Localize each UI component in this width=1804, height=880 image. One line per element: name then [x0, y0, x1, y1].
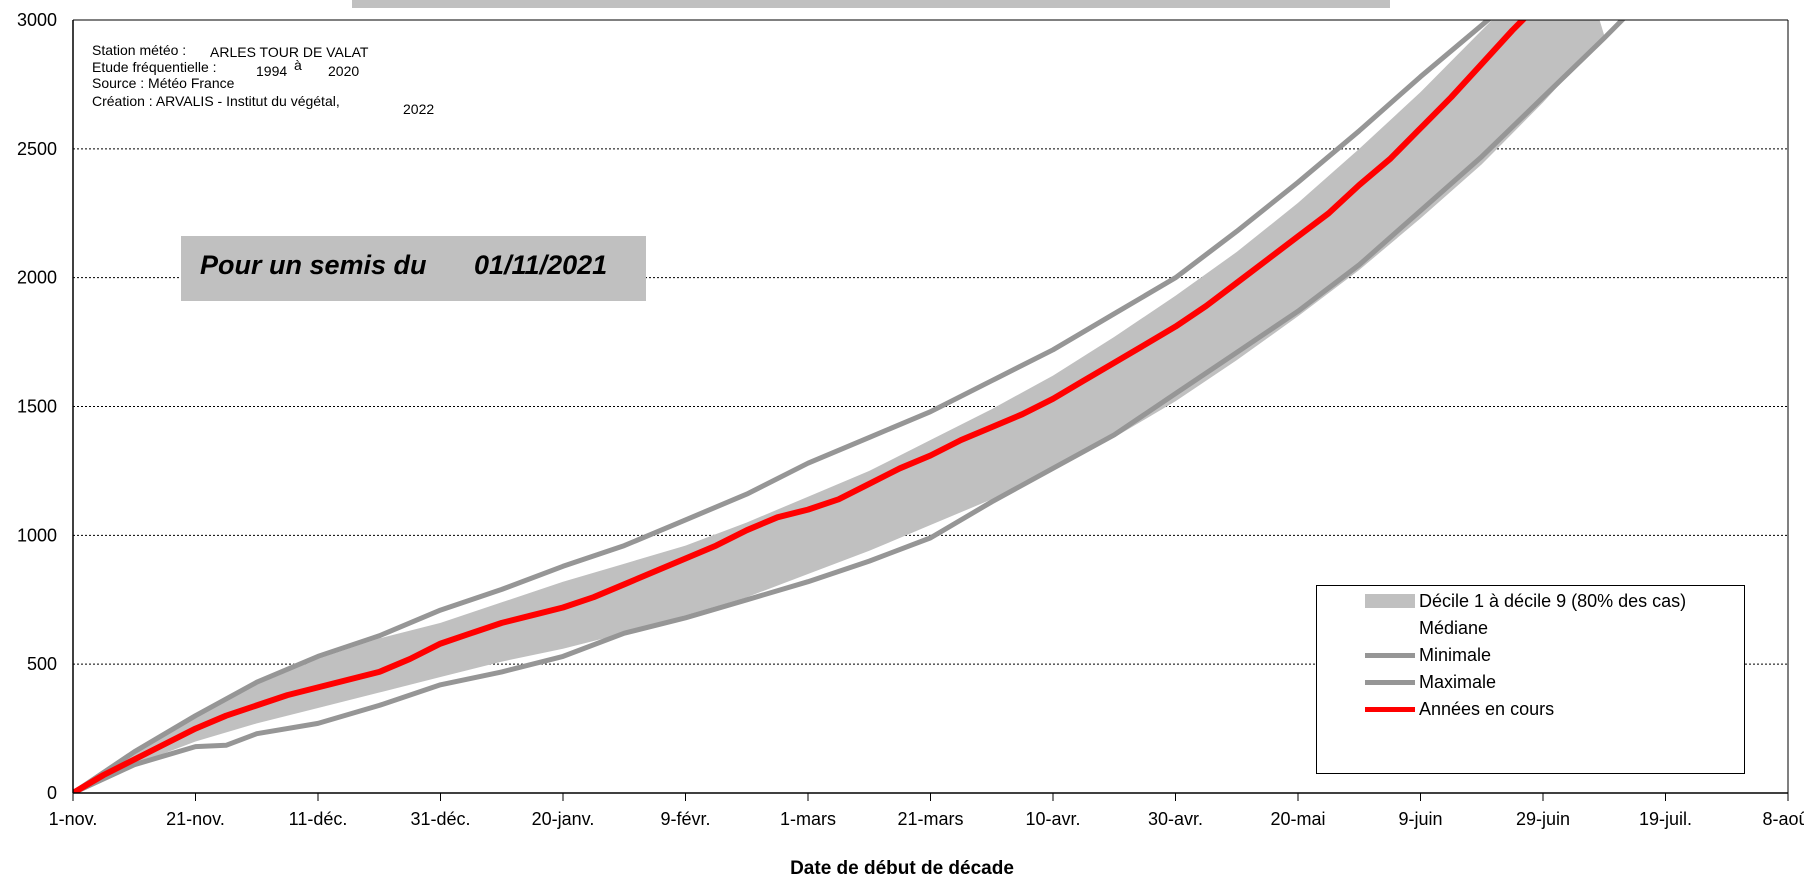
y-tick-label-500: 500 [27, 654, 57, 674]
y-tick-label-2500: 2500 [17, 139, 57, 159]
x-tick-label-12: 29-juin [1516, 809, 1570, 829]
station-label: Station météo : [92, 42, 187, 58]
study-end-year: 2020 [328, 63, 360, 79]
series-line-minimale [73, 20, 1626, 793]
x-tick-label-0: 1-nov. [49, 809, 98, 829]
legend-label-current: Années en cours [1419, 699, 1555, 719]
study-start-year: 1994 [256, 63, 288, 79]
x-tick-label-10: 20-mai [1270, 809, 1325, 829]
x-tick-label-13: 19-juil. [1639, 809, 1692, 829]
x-tick-label-5: 9-févr. [660, 809, 710, 829]
series-line-maximale [73, 20, 1492, 793]
x-tick-label-14: 8-août [1762, 809, 1804, 829]
sowing-date-prefix: Pour un semis du [200, 250, 427, 280]
series-line-annees-en-cours [73, 20, 1527, 793]
study-separator: à [294, 57, 302, 73]
x-tick-label-6: 1-mars [780, 809, 836, 829]
x-tick-label-1: 21-nov. [166, 809, 225, 829]
plot-area [73, 20, 1626, 793]
station-value: ARLES TOUR DE VALAT [210, 44, 369, 60]
x-tick-label-4: 20-janv. [532, 809, 595, 829]
study-label: Etude fréquentielle : [92, 59, 217, 75]
legend-swatch-min [1365, 653, 1415, 658]
y-tick-label-2000: 2000 [17, 268, 57, 288]
y-tick-label-1500: 1500 [17, 397, 57, 417]
y-tick-label-0: 0 [47, 783, 57, 803]
x-tick-label-3: 31-déc. [410, 809, 470, 829]
y-tick-label-3000: 3000 [17, 10, 57, 30]
sowing-date-value: 01/11/2021 [474, 250, 608, 280]
legend-label-min: Minimale [1419, 645, 1492, 665]
x-tick-label-2: 11-déc. [289, 809, 348, 829]
legend-swatch-current [1365, 707, 1415, 712]
chart-legend: Décile 1 à décile 9 (80% des cas) Médian… [1316, 585, 1745, 774]
x-tick-label-8: 10-avr. [1025, 809, 1080, 829]
y-tick-label-1000: 1000 [17, 525, 57, 545]
legend-swatch-band [1365, 594, 1415, 608]
legend-label-median: Médiane [1419, 618, 1489, 638]
x-tick-label-11: 9-juin [1398, 809, 1442, 829]
x-tick-label-9: 30-avr. [1148, 809, 1203, 829]
legend-label-decile: Décile 1 à décile 9 (80% des cas) [1419, 591, 1687, 611]
source-text: Source : Météo France [92, 75, 235, 91]
sowing-date-banner [181, 236, 646, 301]
top-banner-bar [352, 0, 1390, 8]
legend-label-max: Maximale [1419, 672, 1497, 692]
legend-swatch-max [1365, 680, 1415, 685]
creation-year: 2022 [403, 101, 435, 117]
creation-text: Création : ARVALIS - Institut du végétal… [92, 93, 340, 109]
x-tick-label-7: 21-mars [897, 809, 963, 829]
x-axis-title: Date de début de décade [790, 858, 1014, 879]
